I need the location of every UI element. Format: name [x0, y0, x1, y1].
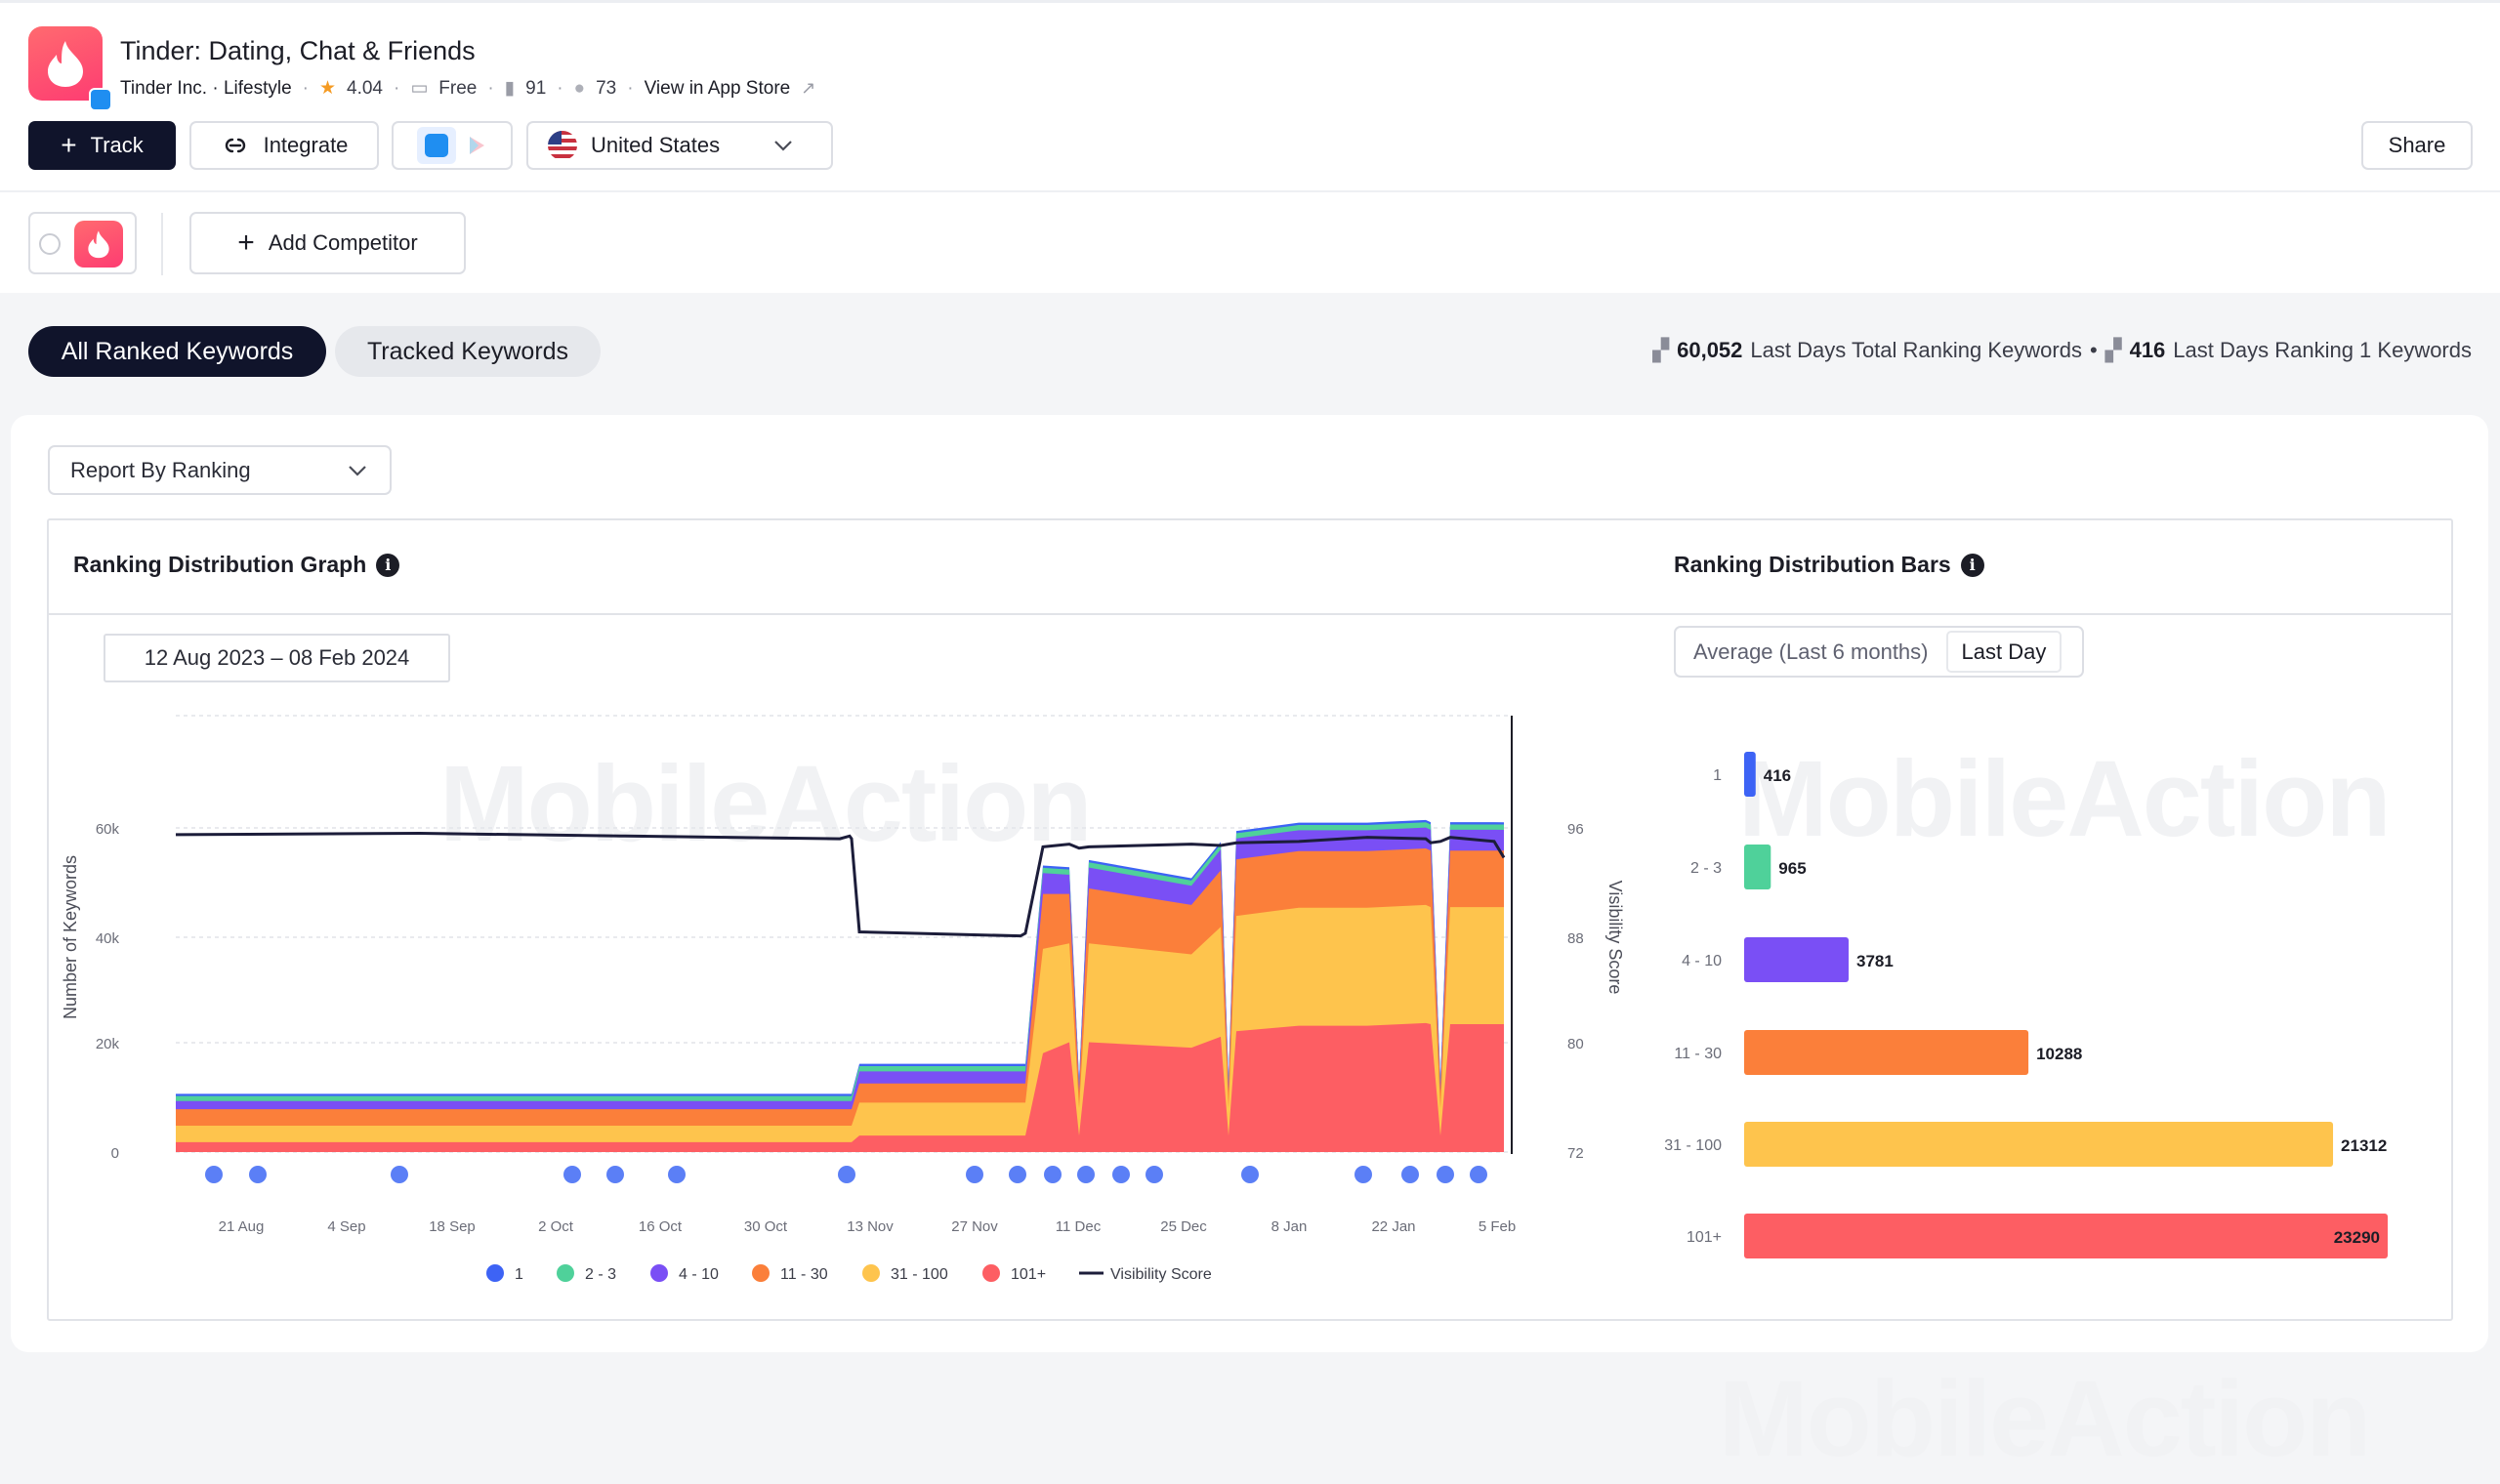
country-selector[interactable]: United States — [526, 121, 833, 170]
keyword-stats-icon: ▞ — [2104, 338, 2122, 362]
total-keywords-value: 60,052 — [1677, 338, 1743, 362]
tab-tracked-keywords[interactable]: Tracked Keywords — [335, 326, 601, 377]
toggle-average[interactable]: Average (Last 6 months) — [1693, 639, 1929, 664]
other-stat-value: 73 — [596, 77, 617, 99]
tab-all-ranked-keywords[interactable]: All Ranked Keywords — [28, 326, 326, 377]
chevron-down-icon — [349, 465, 366, 476]
chart-header-divider — [47, 613, 2453, 615]
add-competitor-label: Add Competitor — [268, 230, 418, 255]
watermark: MobileAction — [1719, 1359, 2372, 1479]
flame-icon — [88, 230, 109, 259]
publisher-category: Tinder Inc. · Lifestyle — [120, 77, 292, 99]
vertical-divider — [161, 213, 163, 275]
app-title: Tinder: Dating, Chat & Friends — [120, 36, 476, 65]
meta-dot: · — [487, 77, 494, 99]
meta-dot: · — [557, 77, 563, 99]
tab-label: All Ranked Keywords — [61, 337, 294, 365]
flame-icon — [48, 41, 83, 87]
competitor-app-selector[interactable] — [28, 212, 137, 274]
app-header: Tinder: Dating, Chat & Friends Tinder In… — [0, 0, 2500, 293]
rating-value: 4.04 — [347, 77, 383, 99]
integrate-button[interactable]: Integrate — [189, 121, 379, 170]
app-store-badge-icon — [89, 88, 112, 111]
ranking-graph-title: Ranking Distribution Graph i — [73, 552, 400, 578]
date-range-picker[interactable]: 12 Aug 2023 – 08 Feb 2024 — [104, 634, 450, 682]
toggle-last-day[interactable]: Last Day — [1945, 631, 2062, 673]
app-store-icon[interactable] — [417, 127, 456, 164]
price-value: Free — [438, 77, 478, 99]
meta-dot: · — [627, 77, 634, 99]
meta-dot: · — [394, 77, 400, 99]
us-flag-icon — [548, 131, 577, 160]
report-by-label: Report By Ranking — [70, 457, 251, 482]
meta-dot: · — [302, 77, 309, 99]
info-icon[interactable]: i — [1960, 553, 1984, 577]
plus-icon: + — [237, 227, 255, 259]
view-in-app-store-link[interactable]: View in App Store — [644, 77, 791, 99]
integrate-label: Integrate — [263, 133, 349, 157]
country-label: United States — [591, 133, 721, 157]
divider — [0, 190, 2500, 192]
store-switcher[interactable] — [392, 121, 513, 170]
report-by-dropdown[interactable]: Report By Ranking — [48, 445, 392, 495]
circle-stat-icon: ● — [573, 77, 586, 99]
external-link-icon[interactable]: ↗ — [801, 78, 816, 98]
watermark: MobileAction — [439, 744, 1093, 864]
rank-chart-icon: ▮ — [504, 78, 516, 99]
share-button[interactable]: Share — [2361, 121, 2473, 170]
price-icon: ▭ — [410, 78, 429, 99]
bars-period-toggle: Average (Last 6 months) Last Day — [1674, 626, 2084, 678]
keyword-stats-icon: ▞ — [1652, 338, 1670, 362]
watermark: MobileAction — [1738, 739, 2392, 859]
competitor-app-icon — [74, 221, 123, 268]
app-icon — [28, 26, 103, 101]
track-button[interactable]: + Track — [28, 121, 176, 170]
radio-circle-icon[interactable] — [39, 233, 61, 255]
share-label: Share — [2388, 133, 2446, 157]
track-label: Track — [90, 133, 144, 157]
star-icon: ★ — [318, 78, 337, 99]
rank-value: 91 — [525, 77, 547, 99]
app-meta: Tinder Inc. · Lifestyle · ★ 4.04 · ▭ Fre… — [120, 77, 815, 100]
ranking-bars-title: Ranking Distribution Bars i — [1674, 552, 1984, 578]
chart-container — [47, 518, 2453, 1321]
ranking-graph-title-text: Ranking Distribution Graph — [73, 552, 367, 577]
plus-icon: + — [61, 130, 77, 160]
tab-label: Tracked Keywords — [366, 337, 569, 365]
ranking-bars-title-text: Ranking Distribution Bars — [1674, 552, 1951, 577]
chevron-down-icon — [774, 141, 792, 151]
link-icon — [225, 138, 245, 153]
info-icon[interactable]: i — [376, 553, 400, 577]
google-play-icon[interactable] — [466, 135, 487, 156]
add-competitor-button[interactable]: + Add Competitor — [189, 212, 466, 274]
keyword-stats: ▞ 60,052 Last Days Total Ranking Keyword… — [1652, 338, 2472, 363]
rank1-keywords-value: 416 — [2129, 338, 2166, 362]
total-keywords-label: Last Days Total Ranking Keywords — [1750, 338, 2082, 362]
stats-separator: • — [2089, 338, 2098, 362]
rank1-keywords-label: Last Days Ranking 1 Keywords — [2173, 338, 2472, 362]
